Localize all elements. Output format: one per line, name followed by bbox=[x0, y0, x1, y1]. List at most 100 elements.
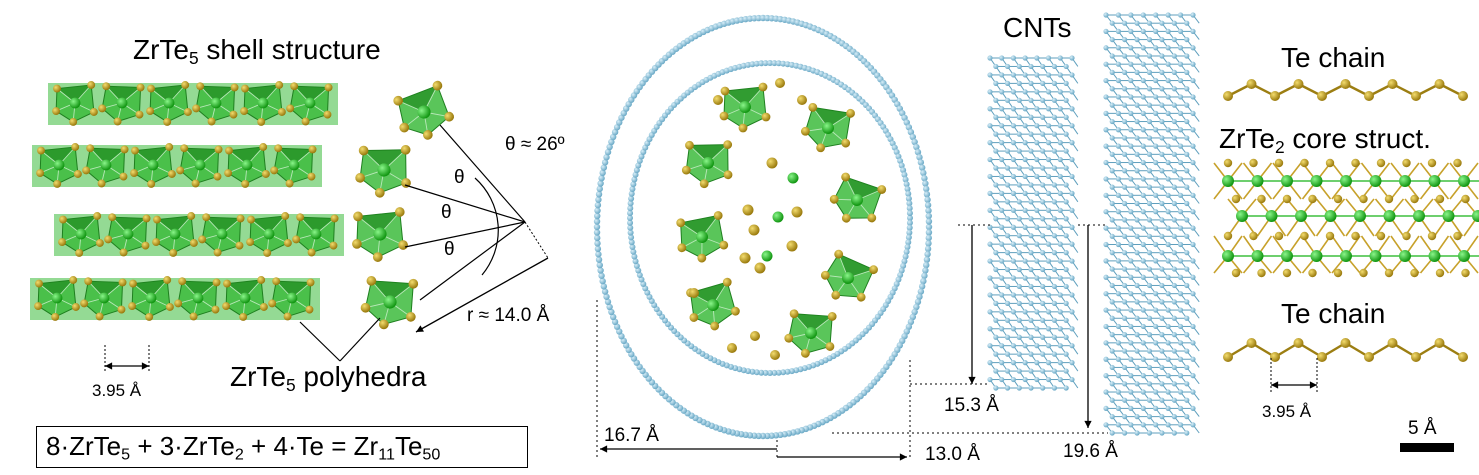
cnt-large-atom-16-3 bbox=[1140, 143, 1146, 149]
cnt-large-atom-0-3 bbox=[1140, 12, 1146, 18]
core-te-0-6 bbox=[1376, 158, 1386, 168]
cnt-large-atom-44-2 bbox=[1128, 373, 1134, 379]
shell-row-2-unit-4-te-3 bbox=[263, 248, 272, 257]
cnt-large-atom-4-5 bbox=[1165, 45, 1171, 51]
cnt-large-atom-51-0 bbox=[1109, 430, 1115, 436]
cnt-large-atom-26-0 bbox=[1103, 225, 1109, 231]
cnt-large-atom-27-1 bbox=[1122, 233, 1128, 239]
outer-cnt-atom-115 bbox=[595, 251, 602, 258]
inner-cnt-atom-89 bbox=[635, 267, 642, 274]
cs-polyhedron-6 bbox=[676, 211, 729, 263]
cnt-large-atom-28-0 bbox=[1103, 241, 1109, 248]
cnt-large-atom-17-3 bbox=[1146, 151, 1153, 157]
cnt-large-atom-24-4 bbox=[1153, 209, 1159, 215]
shell-row-3-unit-4-shade bbox=[227, 280, 262, 298]
inner-cnt-atom-91 bbox=[632, 258, 639, 265]
cnt-large-atom-46-1 bbox=[1115, 389, 1122, 395]
cnt-small-atom-16-7 bbox=[1069, 190, 1075, 196]
cnt-large-atom-33-0 bbox=[1109, 282, 1115, 289]
outer-cnt-atom-225 bbox=[913, 143, 920, 151]
cs-polyhedron-3-te-4 bbox=[820, 270, 830, 280]
core-atom-4 bbox=[786, 240, 798, 252]
cnt-large-atom-11-3 bbox=[1146, 102, 1153, 108]
cnt-large-atom-45-6 bbox=[1184, 381, 1190, 387]
cnt-large-atom-38-1 bbox=[1115, 323, 1122, 330]
cnt-small-atom-32-6 bbox=[1057, 326, 1063, 332]
cnt-large-atom-42-7 bbox=[1190, 356, 1196, 362]
shell-row-0-unit-3-te-3 bbox=[207, 117, 216, 126]
outer-cnt-atom-121 bbox=[593, 218, 601, 225]
te-chain-top-atom-2 bbox=[1270, 91, 1280, 101]
outer-cnt-atom-221 bbox=[905, 124, 913, 131]
inner-cnt-atom-53 bbox=[753, 369, 760, 376]
core-te-3-1 bbox=[1257, 268, 1266, 278]
cnt-small-atom-7-1 bbox=[1004, 114, 1011, 120]
shell-row-1-unit-5-te-3 bbox=[285, 179, 294, 188]
cnt-large-atom-11-4 bbox=[1159, 102, 1165, 108]
cnt-large-atom-38-3 bbox=[1140, 323, 1146, 330]
cnt-small-atom-38-5 bbox=[1045, 376, 1052, 383]
shell-row-1-unit-5-zr bbox=[288, 159, 300, 171]
cnt-large-atom-30-2 bbox=[1128, 258, 1134, 264]
cnt-large-atom-33-2 bbox=[1134, 282, 1140, 289]
cnt-small-atom-17-0 bbox=[993, 199, 999, 205]
inner-cnt-atom-151 bbox=[771, 60, 778, 67]
cnt-large-atom-17-5 bbox=[1171, 151, 1177, 157]
shell-row-0-unit-4-shade bbox=[245, 85, 280, 103]
cnt-large-atom-18-7 bbox=[1190, 159, 1196, 166]
cnt-large-atom-32-2 bbox=[1128, 274, 1134, 280]
cnt-large-atom-16-1 bbox=[1115, 143, 1122, 149]
cnt-large-atom-47-0 bbox=[1109, 397, 1115, 403]
cnt-small-atom-39-1 bbox=[1004, 385, 1011, 391]
core-zr-2-1 bbox=[1251, 250, 1264, 262]
cnt-large-atom-21-5 bbox=[1171, 184, 1177, 190]
cnt-large-atom-37-5 bbox=[1171, 315, 1177, 321]
inner-cnt-atom-108 bbox=[631, 176, 638, 183]
inner-cnt-atom-197 bbox=[906, 200, 913, 207]
cnt-large-atom-37-0 bbox=[1109, 315, 1115, 321]
cnt-large-atom-33-5 bbox=[1171, 282, 1177, 289]
cnt-small-atom-35-2 bbox=[1016, 351, 1022, 357]
core-zr-0-1 bbox=[1251, 175, 1264, 187]
radius-guide bbox=[524, 221, 549, 259]
inner-cnt-atom-190 bbox=[900, 167, 907, 174]
cnt-large-atom-50-5 bbox=[1165, 422, 1171, 428]
cnt-small-atom-30-2 bbox=[1010, 309, 1017, 315]
cnt-large-atom-0-1 bbox=[1115, 12, 1122, 18]
core-te-3-9 bbox=[1461, 268, 1470, 278]
cnt-large-atom-20-7 bbox=[1190, 176, 1196, 182]
inner-cnt-atom-48 bbox=[775, 369, 782, 376]
cnt-small-atom-6-0 bbox=[987, 106, 993, 112]
inner-cnt-atom-4 bbox=[905, 234, 912, 241]
cnt-large-atom-1-3 bbox=[1146, 20, 1153, 26]
nanotube-cross-section bbox=[593, 14, 933, 440]
shell-row-1-unit-3-te-4 bbox=[176, 166, 185, 175]
cnt-small-atom-20-2 bbox=[1010, 224, 1017, 230]
outer-cnt-atom-238 bbox=[925, 212, 932, 220]
dimension-annotations bbox=[596, 224, 1108, 461]
shell-row-0-unit-2-shade bbox=[151, 85, 186, 103]
cnt-small-atom-13-1 bbox=[1004, 165, 1011, 171]
shell-row-0-unit-2-te-3 bbox=[163, 117, 172, 126]
outer-cnt-atom-129 bbox=[598, 175, 605, 182]
cnt-small-atom-28-0 bbox=[987, 292, 993, 298]
radius-arrow-head bbox=[416, 325, 424, 332]
outer-cnt-atom-135 bbox=[606, 143, 613, 151]
cnt-small-atom-26-6 bbox=[1057, 275, 1063, 281]
core-atom-6 bbox=[742, 204, 754, 216]
cnt-large-atom-42-2 bbox=[1128, 356, 1134, 362]
cnt-large-atom-14-4 bbox=[1153, 127, 1159, 133]
cnt-large-atom-44-3 bbox=[1140, 373, 1146, 379]
inner-cnt-atom-52 bbox=[758, 369, 765, 376]
cnt-large-atom-21-0 bbox=[1109, 184, 1115, 190]
inner-cnt-atom-103 bbox=[627, 200, 634, 207]
cnt-large-atom-23-2 bbox=[1134, 200, 1140, 207]
core-zr-1-7 bbox=[1442, 210, 1455, 222]
cnt-large-atom-32-3 bbox=[1140, 274, 1146, 280]
lattice-spacing-right: 3.95 Å bbox=[1262, 402, 1312, 421]
shell-row-0-unit-0-te-3 bbox=[69, 117, 78, 126]
cnt-small-atom-38-6 bbox=[1057, 376, 1063, 383]
cnt-large-atom-17-6 bbox=[1184, 151, 1190, 157]
cnt-large-atom-21-2 bbox=[1134, 184, 1140, 190]
outer-cnt-atom-131 bbox=[600, 164, 608, 171]
